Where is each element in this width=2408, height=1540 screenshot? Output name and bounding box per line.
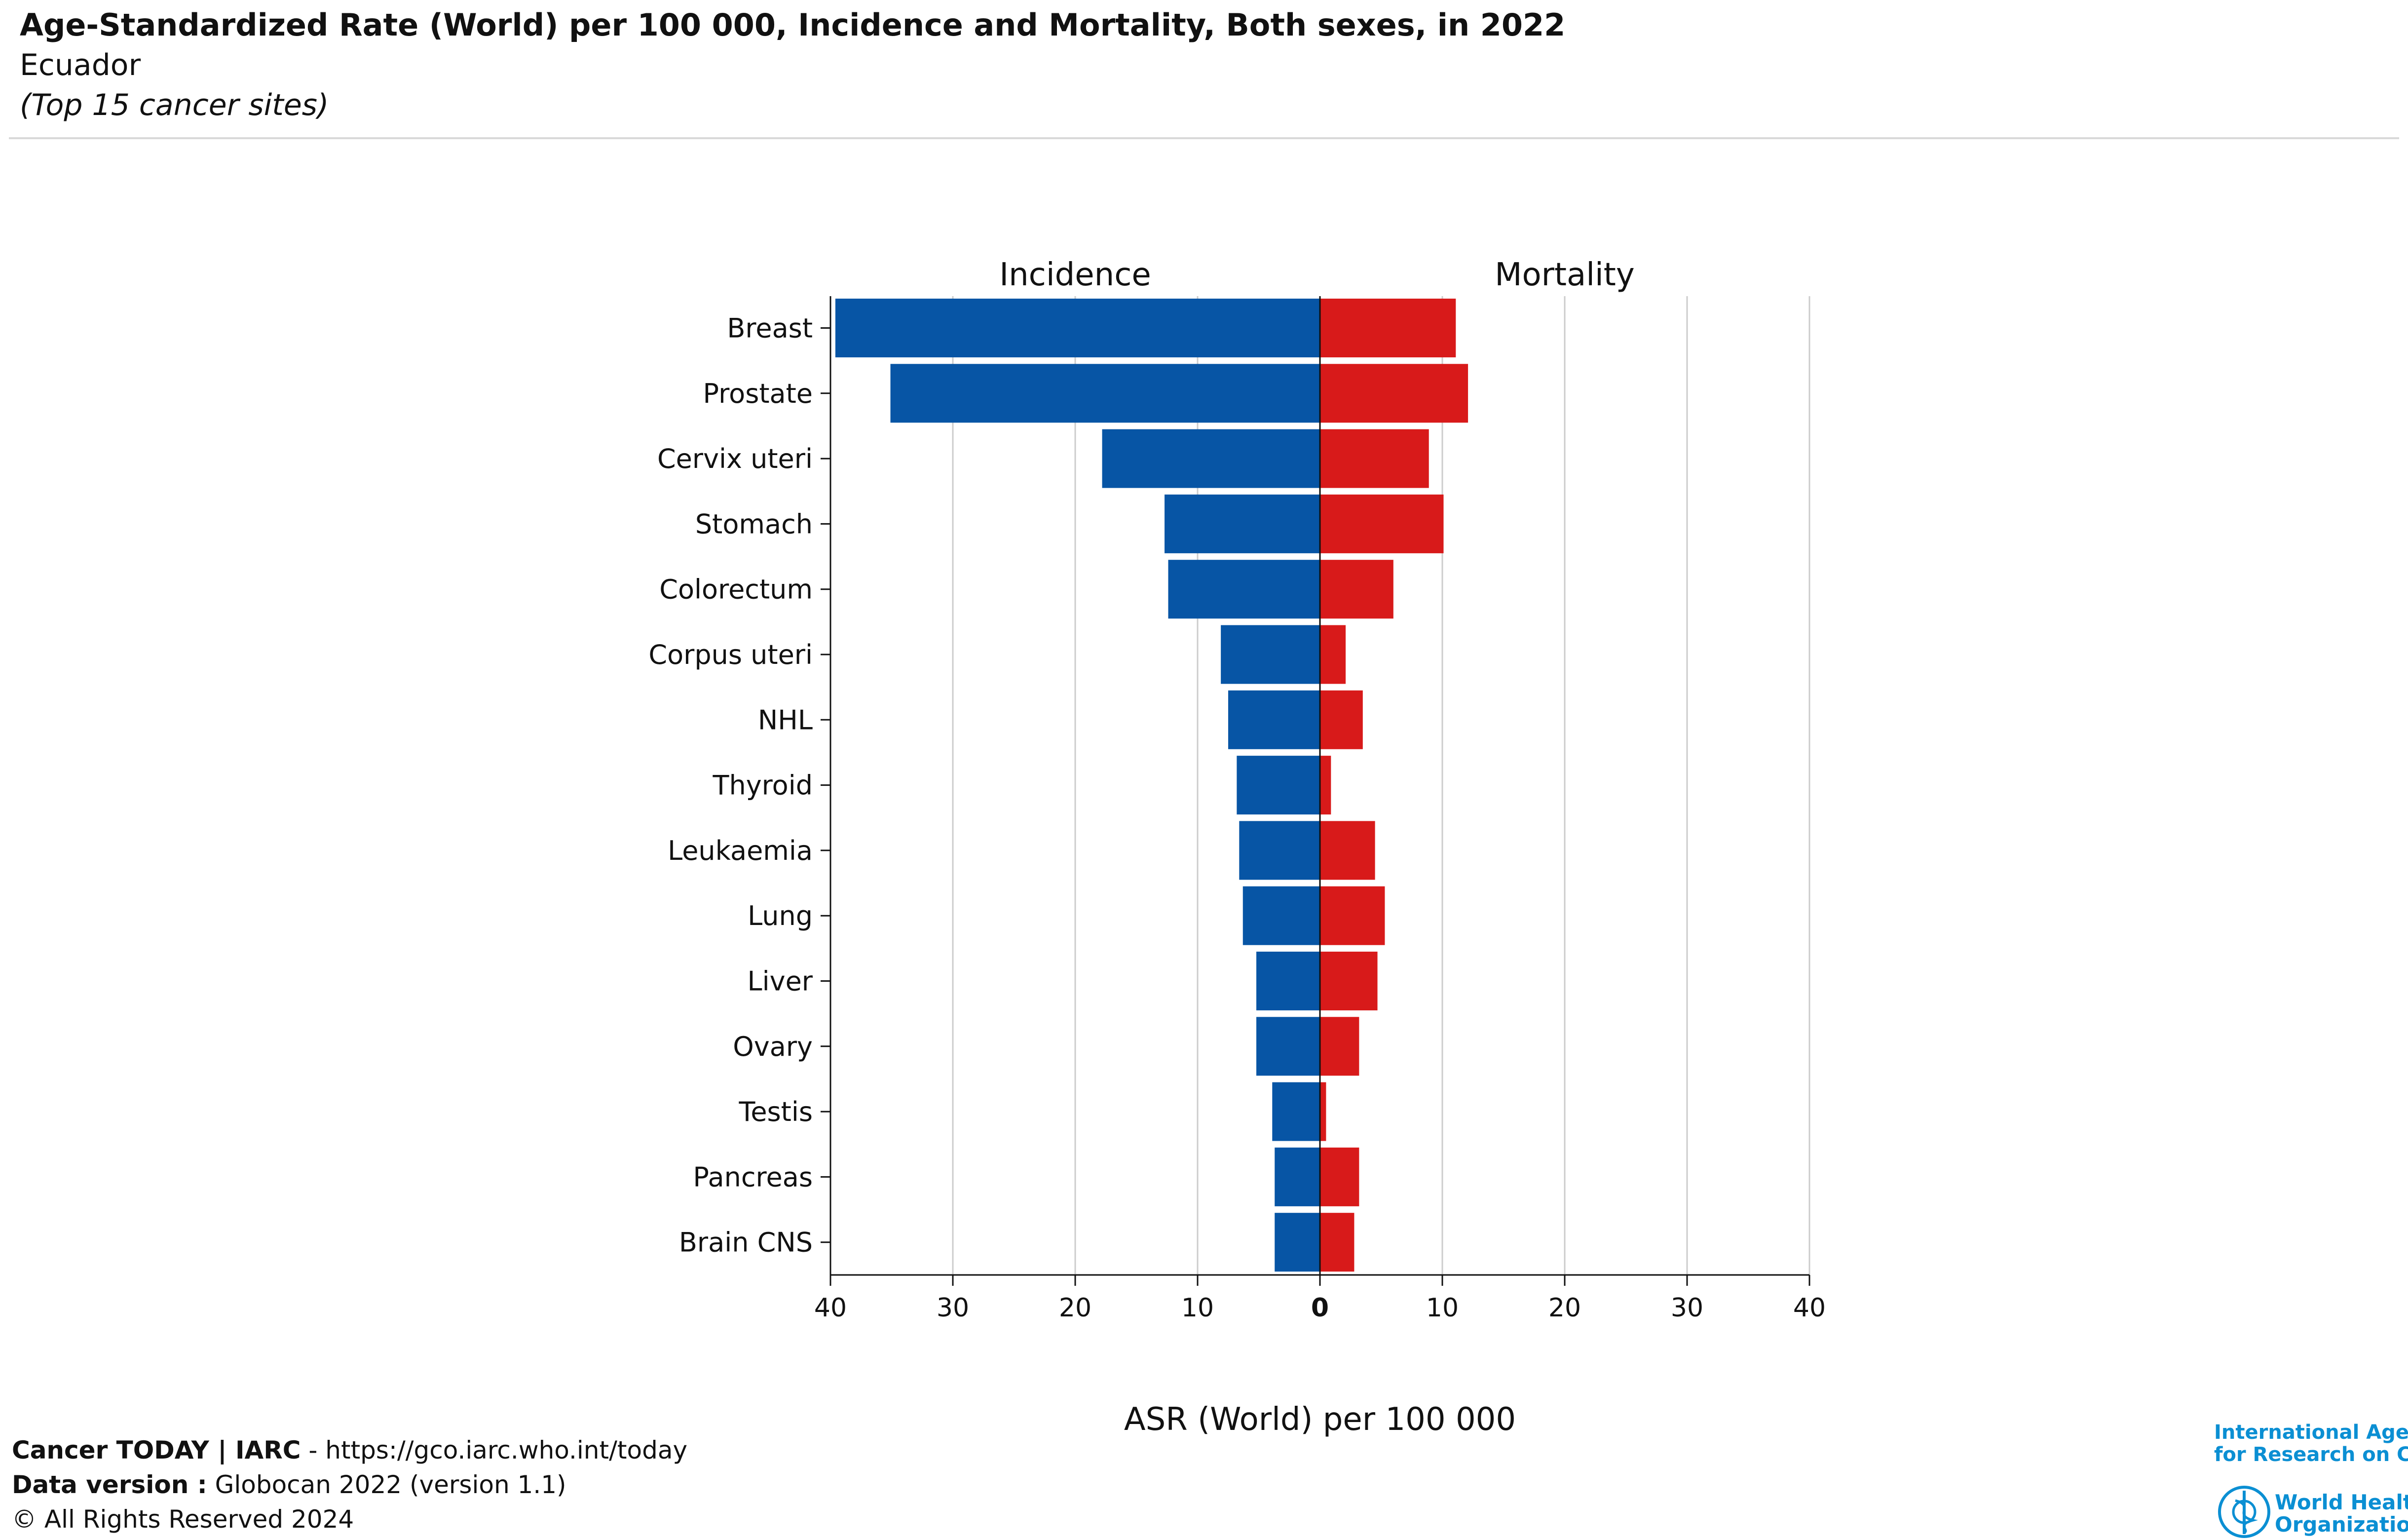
labels-layer: 40 30 20 10 0 10 20 30 40 Breast Prostate Cervix ut… <box>648 313 1826 1323</box>
category-label: Thyroid <box>713 770 813 801</box>
bar-mortality <box>1320 821 1375 880</box>
category-label: Testis <box>739 1096 813 1127</box>
category-label: Prostate <box>703 378 813 409</box>
chart-note: (Top 15 cancer sites) <box>20 88 329 122</box>
footer-data-version-value: Globocan 2022 (version 1.1) <box>207 1470 566 1499</box>
footer-data-version: Data version : Globocan 2022 (version 1.… <box>12 1470 566 1499</box>
bar-incidence <box>1168 560 1320 619</box>
iarc-logo-line2: for Research on Cancer <box>2214 1443 2408 1466</box>
who-emblem-icon <box>2218 1486 2270 1538</box>
iarc-logo-line1: International Agency <box>2214 1421 2408 1444</box>
x-tick-label: 10 <box>1426 1293 1459 1323</box>
bar-incidence <box>1272 1082 1320 1141</box>
bar-mortality <box>1320 886 1385 945</box>
x-tick-label: 20 <box>1059 1293 1091 1323</box>
bar-mortality <box>1320 560 1393 619</box>
x-tick-label: 20 <box>1548 1293 1581 1323</box>
bar-incidence <box>1221 625 1320 684</box>
category-label: Leukaemia <box>668 835 813 866</box>
bar-mortality <box>1320 625 1346 684</box>
x-tick-label: 30 <box>1671 1293 1703 1323</box>
bar-mortality <box>1320 1017 1359 1076</box>
category-label: Colorectum <box>659 574 813 605</box>
bar-mortality <box>1320 690 1363 749</box>
x-tick-label: 40 <box>814 1293 847 1323</box>
bar-incidence <box>1239 821 1320 880</box>
bar-incidence <box>835 299 1320 357</box>
bars-layer <box>835 299 1468 1272</box>
bar-incidence <box>1275 1213 1320 1272</box>
who-logo-line1: World Health <box>2275 1490 2408 1514</box>
panel-label-mortality: Mortality <box>1495 257 1635 293</box>
category-label: Brain CNS <box>679 1227 813 1258</box>
category-label: Liver <box>748 966 813 997</box>
bar-mortality <box>1320 952 1378 1010</box>
category-label: Ovary <box>733 1031 813 1062</box>
bar-mortality <box>1320 1213 1354 1272</box>
bar-incidence <box>1102 429 1320 488</box>
x-tick-label: 0 <box>1311 1293 1329 1323</box>
bar-incidence <box>1228 690 1320 749</box>
bar-mortality <box>1320 364 1468 423</box>
x-tick-label: 30 <box>937 1293 969 1323</box>
category-label: Corpus uteri <box>648 639 813 670</box>
bar-incidence <box>1256 952 1320 1010</box>
category-label: Lung <box>748 900 813 931</box>
bar-mortality <box>1320 494 1444 553</box>
footer-data-version-bold: Data version : <box>12 1470 207 1499</box>
x-tick-label: 10 <box>1181 1293 1214 1323</box>
bar-mortality <box>1320 1082 1326 1141</box>
bar-incidence <box>890 364 1320 423</box>
chart-subtitle: Ecuador <box>20 48 141 82</box>
category-label: Stomach <box>695 508 813 539</box>
bar-mortality <box>1320 429 1429 488</box>
bar-incidence <box>1275 1147 1320 1206</box>
axes-layer <box>821 296 1810 1286</box>
chart-title: Age-Standardized Rate (World) per 100 00… <box>20 7 1565 43</box>
footer-source: Cancer TODAY | IARC - https://gco.iarc.w… <box>12 1436 687 1464</box>
footer-copyright: © All Rights Reserved 2024 <box>12 1505 354 1534</box>
bar-incidence <box>1165 494 1320 553</box>
bar-incidence <box>1242 886 1320 945</box>
bar-incidence <box>1256 1017 1320 1076</box>
footer-source-bold: Cancer TODAY | IARC <box>12 1436 301 1464</box>
x-axis-title: ASR (World) per 100 000 <box>1124 1401 1516 1438</box>
bar-mortality <box>1320 756 1331 815</box>
bar-incidence <box>1237 756 1320 815</box>
category-label: Pancreas <box>693 1161 813 1193</box>
category-label: NHL <box>758 704 813 735</box>
category-label: Breast <box>727 313 813 344</box>
bar-mortality <box>1320 1147 1359 1206</box>
panel-label-incidence: Incidence <box>999 257 1151 293</box>
x-tick-label: 40 <box>1793 1293 1826 1323</box>
footer-source-link[interactable]: - https://gco.iarc.who.int/today <box>301 1436 687 1464</box>
category-label: Cervix uteri <box>657 443 813 474</box>
bar-mortality <box>1320 299 1456 357</box>
who-logo-line2: Organization <box>2275 1512 2408 1537</box>
